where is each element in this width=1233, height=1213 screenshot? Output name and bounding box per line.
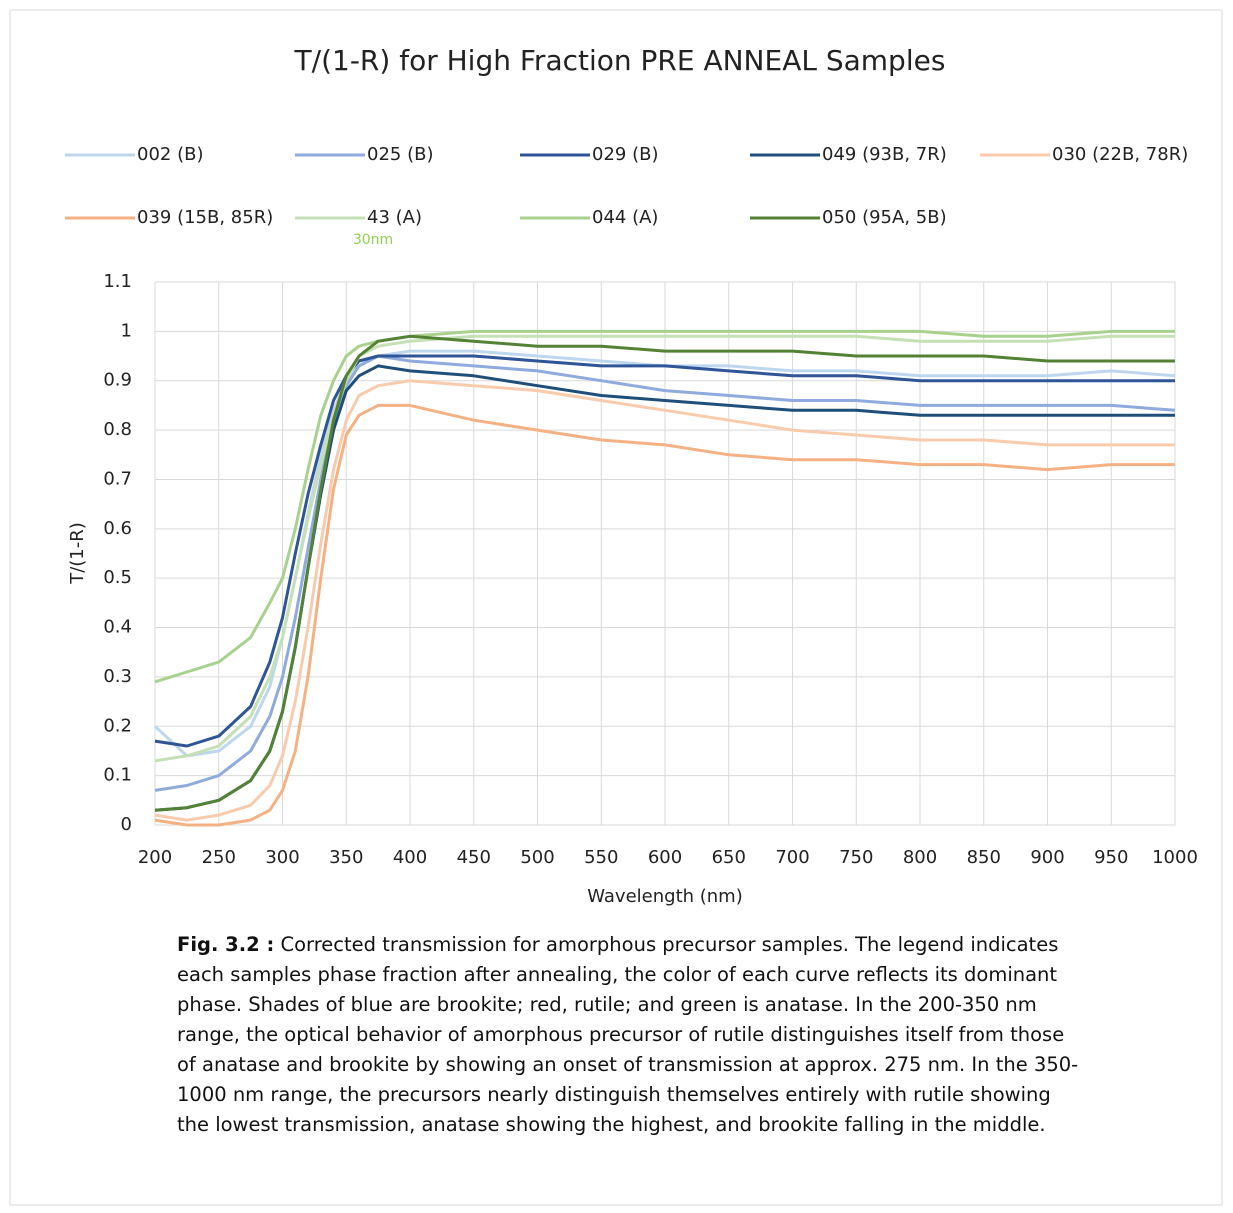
legend-label: 002 (B) [137,144,203,165]
legend-label: 044 (A) [592,207,658,228]
x-tick-label: 700 [775,847,809,868]
y-tick-label: 0.5 [103,567,132,588]
x-tick-label: 900 [1030,847,1064,868]
x-tick-label: 350 [329,847,363,868]
chart-title: T/(1-R) for High Fraction PRE ANNEAL Sam… [294,44,946,77]
x-tick-label: 950 [1094,847,1128,868]
caption: Fig. 3.2 : Corrected transmission for am… [177,930,1082,1140]
x-tick-label: 300 [265,847,299,868]
x-tick-label: 450 [457,847,491,868]
legend-label: 049 (93B, 7R) [822,144,947,165]
y-tick-label: 1.1 [103,271,132,292]
legend-label: 43 (A) [367,207,422,228]
x-tick-label: 400 [393,847,427,868]
data-line [154,354,1175,748]
x-tick-label: 600 [648,847,682,868]
x-axis-title: Wavelength (nm) [587,886,743,907]
x-tick-label: 200 [138,847,172,868]
y-tick-label: 0.2 [103,715,132,736]
frame [9,9,1223,1206]
y-tick-label: 0.6 [103,518,132,539]
data-line [153,349,1176,758]
data-line [154,403,1175,827]
y-axis-title: T/(1-R) [67,522,88,585]
x-tick-label: 750 [839,847,873,868]
y-tick-label: 0.4 [103,617,132,638]
legend-label: 030 (22B, 78R) [1052,144,1188,165]
caption-text: Corrected transmission for amorphous pre… [177,933,1079,1136]
y-tick-label: 0.7 [103,468,132,489]
x-tick-label: 800 [903,847,937,868]
legend-label: 050 (95A, 5B) [822,207,947,228]
legend-label: 039 (15B, 85R) [137,207,273,228]
x-tick-label: 550 [584,847,618,868]
legend-label: 025 (B) [367,144,433,165]
x-tick-label: 850 [967,847,1001,868]
data-line [154,334,1175,812]
legend-label: 029 (B) [592,144,658,165]
x-tick-label: 500 [520,847,554,868]
caption-label: Fig. 3.2 : [177,933,275,956]
y-tick-label: 0 [121,814,132,835]
y-tick-label: 0.9 [103,370,132,391]
x-tick-label: 1000 [1152,847,1198,868]
y-tick-label: 0.8 [103,419,132,440]
data-line [154,334,1175,763]
y-tick-label: 0.1 [103,765,132,786]
data-line [154,379,1175,822]
y-tick-label: 1 [121,320,132,341]
y-tick-label: 0.3 [103,666,132,687]
data-line [154,354,1176,792]
x-tick-label: 250 [202,847,236,868]
x-tick-label: 650 [712,847,746,868]
annotation: 30nm [353,232,393,248]
